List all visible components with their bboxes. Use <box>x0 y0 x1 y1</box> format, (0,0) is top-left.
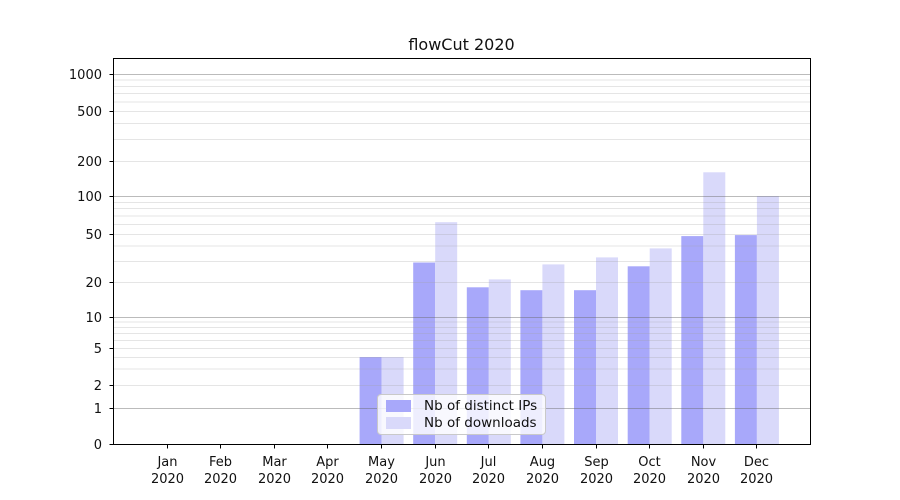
bar-downloads-aug <box>542 264 565 444</box>
y-tick-label-100: 100 <box>77 190 102 205</box>
x-tick-label-jun: Jun <box>424 455 445 470</box>
bar-downloads-oct <box>649 248 672 444</box>
y-tick-label-200: 200 <box>77 155 102 170</box>
bar-distinct-ips-sep <box>574 290 596 444</box>
x-tick-label-dec-year: 2020 <box>740 472 773 487</box>
x-tick-label-may-year: 2020 <box>365 472 398 487</box>
bar-downloads-jun <box>435 222 458 444</box>
y-tick-label-10: 10 <box>85 311 102 326</box>
legend: Nb of distinct IPs Nb of downloads <box>377 394 546 435</box>
legend-swatch-downloads <box>386 417 411 430</box>
plot-frame <box>113 58 811 445</box>
x-tick-label-jan-year: 2020 <box>151 472 184 487</box>
x-tick-label-jun-year: 2020 <box>419 472 452 487</box>
x-tick-label-dec: Dec <box>744 455 769 470</box>
bar-distinct-ips-may <box>359 357 382 444</box>
x-tick-label-jul: Jul <box>480 455 497 470</box>
x-tick-label-aug-year: 2020 <box>526 472 559 487</box>
legend-label-distinct-ips: Nb of distinct IPs <box>424 397 538 414</box>
bar-downloads-dec <box>756 196 779 444</box>
y-tick-label-2: 2 <box>94 379 102 394</box>
bar-distinct-ips-nov <box>681 236 704 444</box>
x-tick-label-feb: Feb <box>209 455 232 470</box>
x-tick-label-sep-year: 2020 <box>580 472 613 487</box>
chart-title: flowCut 2020 <box>408 35 515 54</box>
bar-downloads-sep <box>596 257 618 444</box>
bar-distinct-ips-oct <box>627 266 650 444</box>
x-tick-label-apr: Apr <box>316 455 339 470</box>
x-tick-label-oct: Oct <box>638 455 660 470</box>
x-tick-label-oct-year: 2020 <box>633 472 666 487</box>
x-tick-label-nov-year: 2020 <box>687 472 720 487</box>
x-tick-label-mar-year: 2020 <box>258 472 291 487</box>
legend-item-distinct-ips: Nb of distinct IPs <box>386 397 537 414</box>
x-tick-label-apr-year: 2020 <box>311 472 344 487</box>
y-tick-label-0: 0 <box>94 438 102 453</box>
legend-swatch-distinct-ips <box>386 399 411 412</box>
legend-label-downloads: Nb of downloads <box>424 415 537 432</box>
bar-downloads-nov <box>703 172 726 445</box>
x-tick-label-nov: Nov <box>691 455 717 470</box>
x-tick-label-mar: Mar <box>262 455 287 470</box>
y-tick-label-1000: 1000 <box>69 68 102 83</box>
x-tick-label-may: May <box>368 455 395 470</box>
x-tick-label-sep: Sep <box>584 455 609 470</box>
x-tick-label-feb-year: 2020 <box>204 472 237 487</box>
bar-distinct-ips-dec <box>734 235 757 444</box>
y-tick-label-20: 20 <box>85 276 102 291</box>
x-tick-label-jan: Jan <box>156 455 177 470</box>
x-tick-label-aug: Aug <box>530 455 555 470</box>
y-tick-label-50: 50 <box>85 228 102 243</box>
x-tick-label-jul-year: 2020 <box>472 472 505 487</box>
y-tick-label-1: 1 <box>94 402 102 417</box>
y-tick-label-500: 500 <box>77 105 102 120</box>
legend-item-downloads: Nb of downloads <box>386 415 537 432</box>
y-tick-label-5: 5 <box>94 342 102 357</box>
